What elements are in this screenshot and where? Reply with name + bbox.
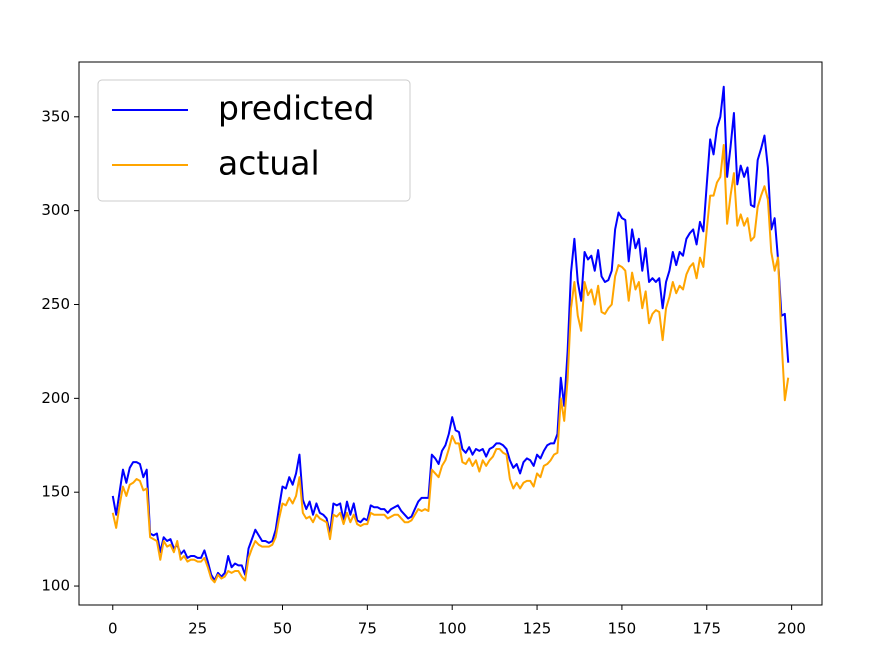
y-tick-label: 200 [41, 389, 70, 407]
x-tick-label: 50 [273, 620, 292, 638]
y-tick-label: 350 [41, 107, 70, 125]
legend-label: actual [218, 144, 320, 183]
x-tick-label: 125 [523, 620, 552, 638]
line-series [111, 85, 790, 582]
line-series [111, 143, 790, 584]
y-tick-label: 300 [41, 201, 70, 219]
x-tick-label: 150 [608, 620, 637, 638]
x-tick-label: 175 [692, 620, 721, 638]
x-tick-label: 200 [777, 620, 806, 638]
x-tick-label: 0 [108, 620, 118, 638]
x-tick-label: 25 [188, 620, 207, 638]
y-tick-label: 150 [41, 483, 70, 501]
x-tick-label: 75 [358, 620, 377, 638]
y-tick-label: 250 [41, 295, 70, 313]
legend-label: predicted [218, 89, 375, 128]
y-tick-label: 100 [41, 577, 70, 595]
x-tick-label: 100 [438, 620, 467, 638]
